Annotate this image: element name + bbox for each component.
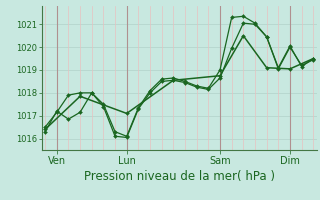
X-axis label: Pression niveau de la mer( hPa ): Pression niveau de la mer( hPa ) xyxy=(84,170,275,183)
